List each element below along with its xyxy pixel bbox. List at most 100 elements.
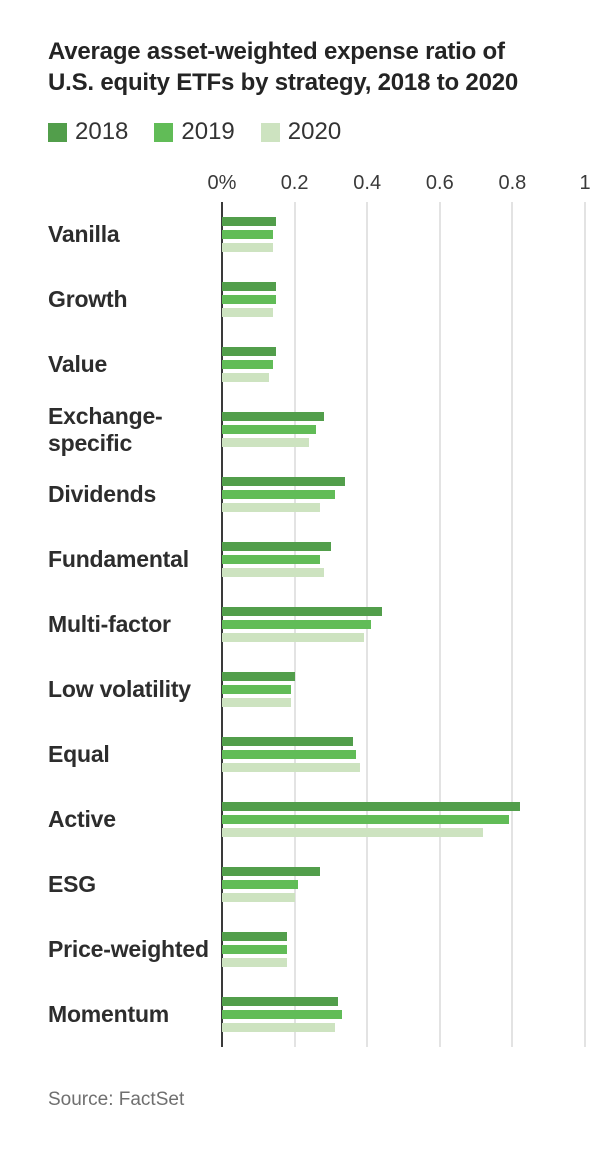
bar-group — [222, 672, 585, 707]
category-label: Growth — [48, 286, 128, 313]
bar-group — [222, 932, 585, 967]
bar-2018 — [222, 347, 277, 356]
category-label: Fundamental — [48, 546, 189, 573]
x-axis-ticks: 0% 0.2 0.4 0.6 0.8 1 — [208, 172, 591, 196]
x-axis-tick: 0.4 — [353, 172, 382, 194]
legend-label: 2020 — [287, 118, 342, 145]
bar-2019 — [222, 620, 371, 629]
category-label: Vanilla — [48, 221, 120, 248]
legend-item-2019: 2019 — [154, 120, 235, 144]
gridline — [511, 202, 514, 1047]
bar-group-row: Value — [48, 332, 590, 397]
bar-group-row: Momentum — [48, 982, 590, 1047]
legend-swatch-2019 — [154, 122, 174, 142]
bar-group — [222, 412, 585, 447]
category-label: Low volatility — [48, 676, 191, 703]
bar-2020 — [222, 308, 273, 317]
bar-2020 — [222, 698, 291, 707]
bar-2018 — [222, 867, 320, 876]
bar-2019 — [222, 295, 277, 304]
category-label: Multi-factor — [48, 611, 171, 638]
legend: 2018 2019 2020 — [48, 120, 590, 144]
bar-group — [222, 347, 585, 382]
chart-title: Average asset-weighted expense ratio of … — [48, 36, 590, 98]
plot-area: Vanilla Growth Value Exchange-specific Divid… — [48, 202, 590, 1047]
bar-2020 — [222, 958, 288, 967]
bar-2018 — [222, 477, 346, 486]
bar-2019 — [222, 360, 273, 369]
bar-group — [222, 217, 585, 252]
bar-group — [222, 737, 585, 772]
x-axis-tick: 0.8 — [498, 172, 527, 194]
bar-group-row: Low volatility — [48, 657, 590, 722]
category-label: Exchange-specific — [48, 403, 163, 456]
legend-swatch-2020 — [260, 122, 280, 142]
x-axis-tick: 1 — [579, 172, 591, 194]
bar-group — [222, 802, 585, 837]
bar-group-row: Price-weighted — [48, 917, 590, 982]
bar-chart: 0% 0.2 0.4 0.6 0.8 1 Vanilla Growth Value Exchan… — [48, 172, 591, 1047]
x-axis-tick: 0.6 — [425, 172, 454, 194]
bar-group — [222, 477, 585, 512]
bar-2018 — [222, 607, 382, 616]
legend-swatch-2018 — [48, 122, 67, 142]
bar-group-row: Exchange-specific — [48, 397, 590, 462]
bar-2019 — [222, 685, 291, 694]
bar-group-row: Vanilla — [48, 202, 590, 267]
category-label: Equal — [48, 741, 110, 768]
bar-2018 — [222, 542, 331, 551]
category-label: Active — [48, 806, 116, 833]
bar-2018 — [222, 217, 277, 226]
bar-group-row: ESG — [48, 852, 590, 917]
bar-2019 — [222, 945, 288, 954]
bar-2018 — [222, 412, 324, 421]
bar-group — [222, 607, 585, 642]
bar-2018 — [222, 802, 520, 811]
bar-group — [222, 542, 585, 577]
bar-2019 — [222, 1010, 342, 1019]
bar-2019 — [222, 750, 357, 759]
bar-2019 — [222, 555, 320, 564]
bar-2020 — [222, 893, 295, 902]
bar-group-row: Multi-factor — [48, 592, 590, 657]
chart-title-line-1: Average asset-weighted expense ratio of — [48, 38, 505, 65]
gridline — [584, 202, 586, 1047]
bar-group-row: Dividends — [48, 462, 590, 527]
bar-2020 — [222, 763, 360, 772]
gridline — [438, 202, 441, 1047]
bar-2018 — [222, 932, 288, 941]
bar-2019 — [222, 880, 299, 889]
bar-2019 — [222, 490, 335, 499]
bar-2019 — [222, 230, 273, 239]
bar-group — [222, 997, 585, 1032]
bar-2018 — [222, 672, 295, 681]
bar-group-row: Fundamental — [48, 527, 590, 592]
x-axis-tick: 0% — [207, 172, 237, 194]
bar-2020 — [222, 503, 320, 512]
bar-2018 — [222, 282, 277, 291]
bar-2019 — [222, 425, 317, 434]
source-note: Source: FactSet — [48, 1089, 185, 1110]
bar-2020 — [222, 438, 310, 447]
legend-label: 2018 — [75, 118, 129, 145]
bar-2020 — [222, 243, 273, 252]
bar-2020 — [222, 568, 324, 577]
category-label: Value — [48, 351, 108, 378]
bar-2020 — [222, 1023, 335, 1032]
x-axis-tick: 0.2 — [280, 172, 309, 194]
legend-item-2020: 2020 — [260, 118, 342, 145]
category-label: Price-weighted — [48, 936, 209, 963]
bar-group — [222, 282, 585, 317]
bar-2019 — [222, 815, 509, 824]
chart-title-line-2: U.S. equity ETFs by strategy, 2018 to 20… — [48, 69, 519, 96]
bar-group — [222, 867, 585, 902]
bar-group-row: Active — [48, 787, 590, 852]
category-label: ESG — [48, 871, 96, 898]
bar-2020 — [222, 828, 484, 837]
bar-2020 — [222, 633, 364, 642]
bar-2018 — [222, 997, 339, 1006]
bar-group-row: Growth — [48, 267, 590, 332]
legend-item-2018: 2018 — [48, 120, 128, 144]
category-label: Dividends — [48, 481, 157, 508]
